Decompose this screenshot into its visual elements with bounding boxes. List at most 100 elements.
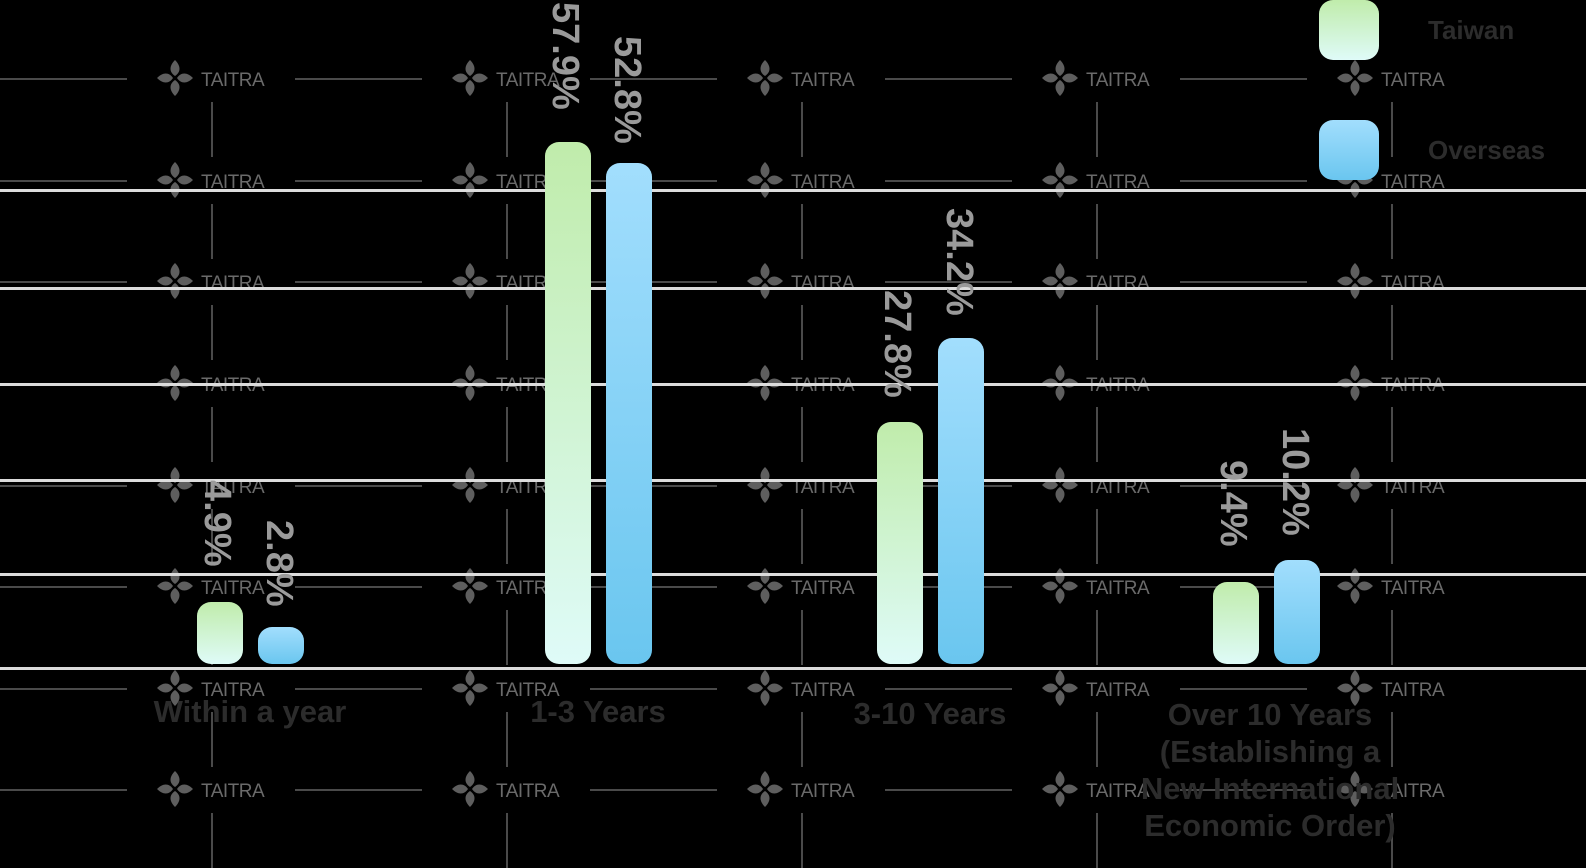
- taitra-watermark: TAITRA: [450, 261, 560, 307]
- watermark-line: [801, 305, 803, 360]
- watermark-text: TAITRA: [496, 70, 560, 91]
- watermark-line: [295, 78, 422, 80]
- taitra-logo-icon: [450, 160, 490, 206]
- watermark-text: TAITRA: [201, 680, 265, 701]
- taitra-logo-icon: [745, 769, 785, 815]
- taitra-watermark: TAITRA: [155, 566, 265, 612]
- watermark-line: [885, 78, 1012, 80]
- taitra-watermark: TAITRA: [1335, 769, 1445, 815]
- watermark-line: [295, 281, 422, 283]
- watermark-line: [590, 586, 717, 588]
- taitra-logo-icon: [745, 566, 785, 612]
- watermark-line: [211, 509, 213, 564]
- taitra-logo-icon: [155, 363, 195, 409]
- bar-taiwan-1-3-years: [545, 142, 591, 664]
- gridline: [0, 189, 1586, 192]
- watermark-text: TAITRA: [1381, 578, 1445, 599]
- watermark-line: [801, 610, 803, 665]
- category-label-line: Over 10 Years: [1167, 697, 1373, 732]
- watermark-text: TAITRA: [496, 477, 560, 498]
- taitra-logo-icon: [450, 363, 490, 409]
- taitra-logo-icon: [450, 58, 490, 104]
- watermark-line: [1180, 688, 1307, 690]
- taitra-watermark: TAITRA: [1335, 668, 1445, 714]
- taitra-logo-icon: [1040, 769, 1080, 815]
- taitra-logo-icon: [1335, 363, 1375, 409]
- category-label: Within a year: [153, 694, 347, 729]
- taitra-logo-icon: [745, 668, 785, 714]
- bar-taiwan-over-10-years: [1213, 582, 1259, 664]
- taitra-logo-icon: [155, 58, 195, 104]
- taitra-logo-icon: [1040, 668, 1080, 714]
- taitra-logo-icon: [450, 566, 490, 612]
- taitra-logo-icon: [1335, 566, 1375, 612]
- category-label: 1-3 Years: [530, 694, 666, 729]
- watermark-line: [295, 180, 422, 182]
- watermark-text: TAITRA: [791, 477, 855, 498]
- watermark-text: TAITRA: [791, 781, 855, 802]
- watermark-text: TAITRA: [1086, 781, 1150, 802]
- taitra-watermark: TAITRA: [1040, 261, 1150, 307]
- watermark-line: [590, 180, 717, 182]
- baseline-axis: [0, 667, 1586, 670]
- watermark-text: TAITRA: [496, 172, 560, 193]
- value-label: 57.9%: [544, 2, 586, 110]
- watermark-line: [506, 407, 508, 462]
- taitra-watermark: TAITRA: [450, 769, 560, 815]
- taitra-logo-icon: [745, 465, 785, 511]
- watermark-line: [1096, 712, 1098, 767]
- taitra-logo-icon: [450, 668, 490, 714]
- taitra-watermark: TAITRA: [450, 58, 560, 104]
- watermark-line: [0, 485, 127, 487]
- watermark-line: [1391, 610, 1393, 665]
- watermark-line: [295, 789, 422, 791]
- value-label: 10.2%: [1274, 428, 1316, 536]
- legend-label-overseas: Overseas: [1428, 135, 1546, 165]
- watermark-text: TAITRA: [1381, 477, 1445, 498]
- taitra-watermark: TAITRA: [155, 769, 265, 815]
- gridline: [0, 479, 1586, 482]
- taitra-watermark: TAITRA: [155, 363, 265, 409]
- watermark-line: [1096, 509, 1098, 564]
- taitra-watermark: TAITRA: [745, 160, 855, 206]
- watermark-line: [801, 712, 803, 767]
- watermark-line: [1391, 305, 1393, 360]
- watermark-line: [506, 712, 508, 767]
- watermark-line: [590, 281, 717, 283]
- watermark-line: [1180, 78, 1307, 80]
- taitra-watermark: TAITRA: [450, 160, 560, 206]
- legend-swatch-overseas: [1319, 120, 1379, 180]
- taitra-watermark: TAITRA: [450, 465, 560, 511]
- watermark-line: [211, 102, 213, 157]
- taitra-logo-icon: [450, 769, 490, 815]
- taitra-logo-icon: [1040, 261, 1080, 307]
- watermark-text: TAITRA: [1381, 172, 1445, 193]
- watermark-text: TAITRA: [201, 70, 265, 91]
- watermark-line: [801, 813, 803, 868]
- value-label: 4.9%: [196, 480, 238, 567]
- taitra-watermark: TAITRA: [1335, 160, 1445, 206]
- taitra-watermark: TAITRA: [1335, 465, 1445, 511]
- watermark-line: [211, 813, 213, 868]
- taitra-logo-icon: [155, 668, 195, 714]
- taitra-logo-icon: [1040, 160, 1080, 206]
- watermark-text: TAITRA: [1381, 273, 1445, 294]
- watermark-line: [0, 281, 127, 283]
- watermark-text: TAITRA: [201, 578, 265, 599]
- watermark-line: [0, 78, 127, 80]
- taitra-watermark: TAITRA: [1040, 58, 1150, 104]
- watermark-line: [506, 813, 508, 868]
- taitra-logo-icon: [1040, 566, 1080, 612]
- taitra-watermark: TAITRA: [745, 566, 855, 612]
- watermark-text: TAITRA: [1381, 680, 1445, 701]
- watermark-text: TAITRA: [201, 781, 265, 802]
- watermark-line: [590, 78, 717, 80]
- watermark-text: TAITRA: [1381, 70, 1445, 91]
- watermark-line: [1391, 407, 1393, 462]
- watermark-line: [1180, 789, 1307, 791]
- watermark-line: [801, 102, 803, 157]
- watermark-text: TAITRA: [791, 578, 855, 599]
- taitra-watermark: TAITRA: [450, 363, 560, 409]
- watermark-line: [0, 586, 127, 588]
- taitra-watermark: TAITRA: [155, 160, 265, 206]
